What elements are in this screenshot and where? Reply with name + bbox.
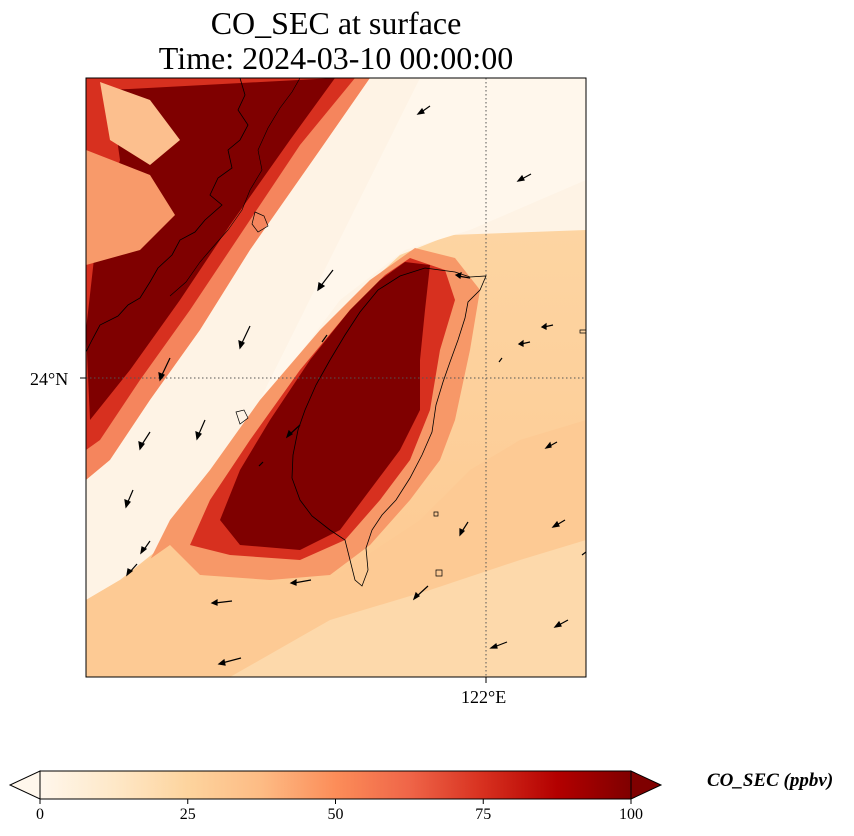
concentration-field [86, 78, 586, 677]
small-islands [433, 329, 586, 577]
colorbar-gradient [39, 770, 632, 800]
plume-mainland-gap2 [100, 82, 180, 165]
colorbar-tick-75: 75 [475, 806, 492, 823]
penghu-islands [235, 211, 269, 425]
colorbar-tick-25: 25 [179, 806, 196, 823]
mainland-coastline-inner [169, 78, 301, 297]
taiwan-coastline [291, 267, 487, 587]
wind-vectors [124, 105, 586, 666]
plot-title: CO_SEC at surface [210, 5, 462, 41]
mainland-coastline [86, 78, 249, 353]
colorbar-tick-50: 50 [327, 806, 344, 823]
colorbar [8, 770, 663, 804]
plot-subtitle-time: Time: 2024-03-10 00:00:00 [158, 40, 514, 76]
colorbar-tick-100: 100 [619, 806, 643, 823]
lat-tick-label: 24°N [30, 369, 69, 389]
plume-mainland-gap [86, 150, 175, 265]
clean-channel-inner [240, 78, 586, 440]
colorbar-label: CO_SEC (ppbv) [707, 770, 834, 791]
fringe-south-light [230, 540, 586, 677]
colorbar-extend-min [8, 770, 41, 800]
lon-tick-label: 122°E [461, 687, 507, 707]
colorbar-extend-max [630, 770, 663, 800]
plume-taiwan-core [220, 262, 430, 550]
colorbar-tick-0: 0 [36, 806, 44, 823]
